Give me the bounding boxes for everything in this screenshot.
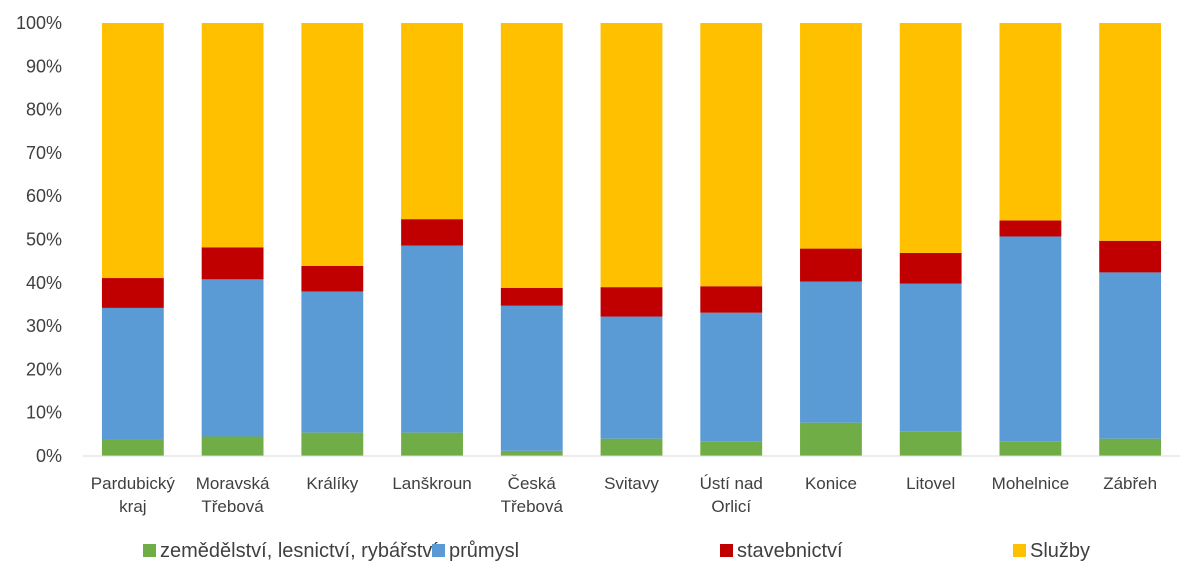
bar-segment (1099, 23, 1162, 241)
legend-swatch (720, 544, 733, 557)
x-tick-label: Moravská Třebová (196, 474, 270, 516)
y-tick-label: 10% (26, 403, 62, 423)
y-tick-label: 20% (26, 359, 62, 379)
bar-segment (500, 450, 563, 456)
x-tick-label: Ústí nad Orlicí (700, 474, 763, 516)
x-tick-label: Lanškroun (392, 474, 471, 493)
bar-segment (899, 431, 962, 456)
bar-segment (201, 436, 264, 456)
bar-segment (101, 23, 164, 279)
bar-segment (899, 283, 962, 432)
legend-label: průmysl (449, 540, 519, 562)
bar-segment (999, 220, 1062, 237)
x-axis: Pardubický kraj Moravská Třebová Králíky Lanš… (91, 474, 1157, 516)
plot-area (101, 23, 1162, 456)
y-tick-label: 100% (16, 13, 62, 33)
bar-segment (401, 219, 463, 246)
bar-segment (899, 23, 962, 253)
bar-segment (700, 286, 763, 313)
bar-segment (800, 23, 862, 249)
bar-segment (800, 281, 862, 423)
bar-segment (101, 439, 164, 456)
bar-segment (700, 441, 763, 456)
bar-segment (999, 236, 1062, 442)
y-tick-label: 60% (26, 186, 62, 206)
bar-segment (101, 307, 164, 440)
y-axis: 0% 10% 20% 30% 40% 50% 60% 70% 80% 90% 100% (16, 13, 62, 466)
bar-segment (899, 252, 962, 284)
legend-swatch (143, 544, 156, 557)
bar-segment (201, 247, 264, 280)
bar-segment (101, 278, 164, 308)
bar-segment (700, 23, 763, 287)
bar-segment (500, 287, 563, 306)
bar-segment (500, 23, 563, 288)
x-tick-label: Zábřeh (1103, 474, 1157, 493)
legend-swatch (1013, 544, 1026, 557)
x-tick-label: Králíky (306, 474, 358, 493)
x-tick-label: Česká Třebová (501, 474, 564, 516)
bar-segment (500, 305, 563, 451)
bar-segment (301, 23, 364, 266)
y-tick-label: 90% (26, 56, 62, 76)
x-tick-label: Svitavy (604, 474, 659, 493)
bar-segment (999, 441, 1062, 456)
bar-segment (600, 316, 663, 439)
bar-segment (600, 23, 663, 288)
bar-segment (401, 432, 463, 456)
bar-segment (700, 312, 763, 442)
x-tick-label: Mohelnice (992, 474, 1070, 493)
y-tick-label: 0% (36, 446, 62, 466)
bar-segment (201, 23, 264, 248)
bar-segment (999, 23, 1062, 221)
x-tick-label: Pardubický kraj (91, 474, 176, 516)
bar-segment (301, 432, 364, 456)
bar-segment (600, 438, 663, 456)
legend: zemědělství, lesnictví, rybářství průmysl… (143, 540, 1090, 562)
y-tick-label: 80% (26, 100, 62, 120)
bar-segment (600, 287, 663, 317)
bar-segment (201, 279, 264, 437)
legend-label: zemědělství, lesnictví, rybářství (160, 540, 438, 562)
y-tick-label: 30% (26, 316, 62, 336)
y-tick-label: 70% (26, 143, 62, 163)
bar-segment (301, 265, 364, 292)
bar-segment (800, 422, 862, 456)
bar-segment (1099, 272, 1162, 439)
x-tick-label: Konice (805, 474, 857, 493)
x-tick-label: Litovel (906, 474, 955, 493)
bar-segment (800, 248, 862, 282)
legend-label: stavebnictví (737, 540, 843, 562)
bar-segment (401, 245, 463, 433)
bar-segment (401, 23, 463, 220)
y-tick-label: 50% (26, 230, 62, 250)
bar-segment (301, 291, 364, 433)
bar-segment (1099, 438, 1162, 456)
bar-segment (1099, 240, 1162, 273)
y-tick-label: 40% (26, 273, 62, 293)
legend-swatch (432, 544, 445, 557)
legend-label: Služby (1030, 540, 1090, 562)
